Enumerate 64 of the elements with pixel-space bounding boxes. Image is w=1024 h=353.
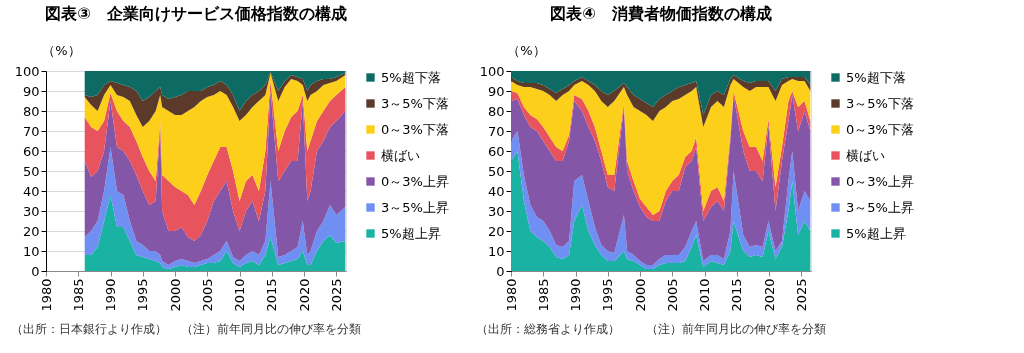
text: （注）前年同月比の伸び率を分類 [181, 322, 361, 336]
x-tick-label: 1980 [38, 278, 54, 312]
x-tick-label: 2005 [199, 278, 215, 312]
legend-label: 3～5%上昇 [846, 199, 914, 215]
x-tick-label: 2015 [729, 278, 745, 312]
y-tick-label: 60 [22, 143, 40, 159]
legend-label: 横ばい [381, 147, 420, 163]
y-tick-label: 70 [22, 123, 40, 139]
y-tick-label: 70 [487, 123, 505, 139]
legend-label: 5%超上昇 [846, 225, 906, 241]
text: （出所：総務省より作成） [476, 322, 620, 336]
y-tick-label: 10 [22, 243, 40, 259]
y-tick-label: 100 [14, 63, 40, 79]
y-tick-label: 100 [479, 63, 505, 79]
legend-label: 0～3%上昇 [381, 173, 449, 189]
x-tick-label: 2005 [664, 278, 680, 312]
legend-label: 0～3%下落 [381, 121, 449, 137]
y-tick-label: 40 [22, 183, 40, 199]
x-tick-label: 1980 [503, 278, 519, 312]
legend-label: 5%超上昇 [381, 225, 441, 241]
legend-label: 0～3%上昇 [846, 173, 914, 189]
chart-title: 図表③ 企業向けサービス価格指数の構成 [45, 4, 347, 23]
x-tick-label: 2020 [296, 278, 312, 312]
y-tick-label: 0 [31, 263, 40, 279]
y-tick-label: 80 [22, 103, 40, 119]
legend-label: 3～5%下落 [846, 95, 914, 111]
y-tick-label: 20 [22, 223, 40, 239]
y-tick-label: 30 [22, 203, 40, 219]
x-tick-label: 2025 [793, 278, 809, 312]
legend-label: 3～5%上昇 [381, 199, 449, 215]
x-tick-label: 1985 [535, 278, 551, 312]
x-tick-label: 2025 [328, 278, 344, 312]
chart-title: 図表④ 消費者物価指数の構成 [550, 4, 772, 23]
x-tick-label: 2015 [264, 278, 280, 312]
y-tick-label: 0 [496, 263, 505, 279]
x-tick-label: 1995 [600, 278, 616, 312]
legend-label: 横ばい [846, 147, 885, 163]
y-tick-label: 90 [487, 83, 505, 99]
x-tick-label: 2000 [167, 278, 183, 312]
x-tick-label: 2010 [232, 278, 248, 312]
y-tick-label: 50 [487, 163, 505, 179]
legend-label: 3～5%下落 [381, 95, 449, 111]
text: （出所：日本銀行より作成） [11, 322, 167, 336]
legend-label: 5%超下落 [846, 69, 906, 85]
x-tick-label: 1990 [568, 278, 584, 312]
y-tick-label: 20 [487, 223, 505, 239]
x-tick-label: 1985 [70, 278, 86, 312]
legend-label: 0～3%下落 [846, 121, 914, 137]
text: （注）前年同月比の伸び率を分類 [646, 322, 826, 336]
y-tick-label: 90 [22, 83, 40, 99]
y-tick-label: 80 [487, 103, 505, 119]
x-tick-label: 1990 [103, 278, 119, 312]
y-tick-label: 40 [487, 183, 505, 199]
y-tick-label: 30 [487, 203, 505, 219]
x-tick-label: 2020 [761, 278, 777, 312]
x-tick-label: 2010 [697, 278, 713, 312]
y-axis-title: （%） [42, 42, 81, 58]
y-axis-title: （%） [507, 42, 546, 58]
y-tick-label: 10 [487, 243, 505, 259]
x-tick-label: 1995 [135, 278, 151, 312]
y-tick-label: 60 [487, 143, 505, 159]
y-tick-label: 50 [22, 163, 40, 179]
x-tick-label: 2000 [632, 278, 648, 312]
legend-label: 5%超下落 [381, 69, 441, 85]
